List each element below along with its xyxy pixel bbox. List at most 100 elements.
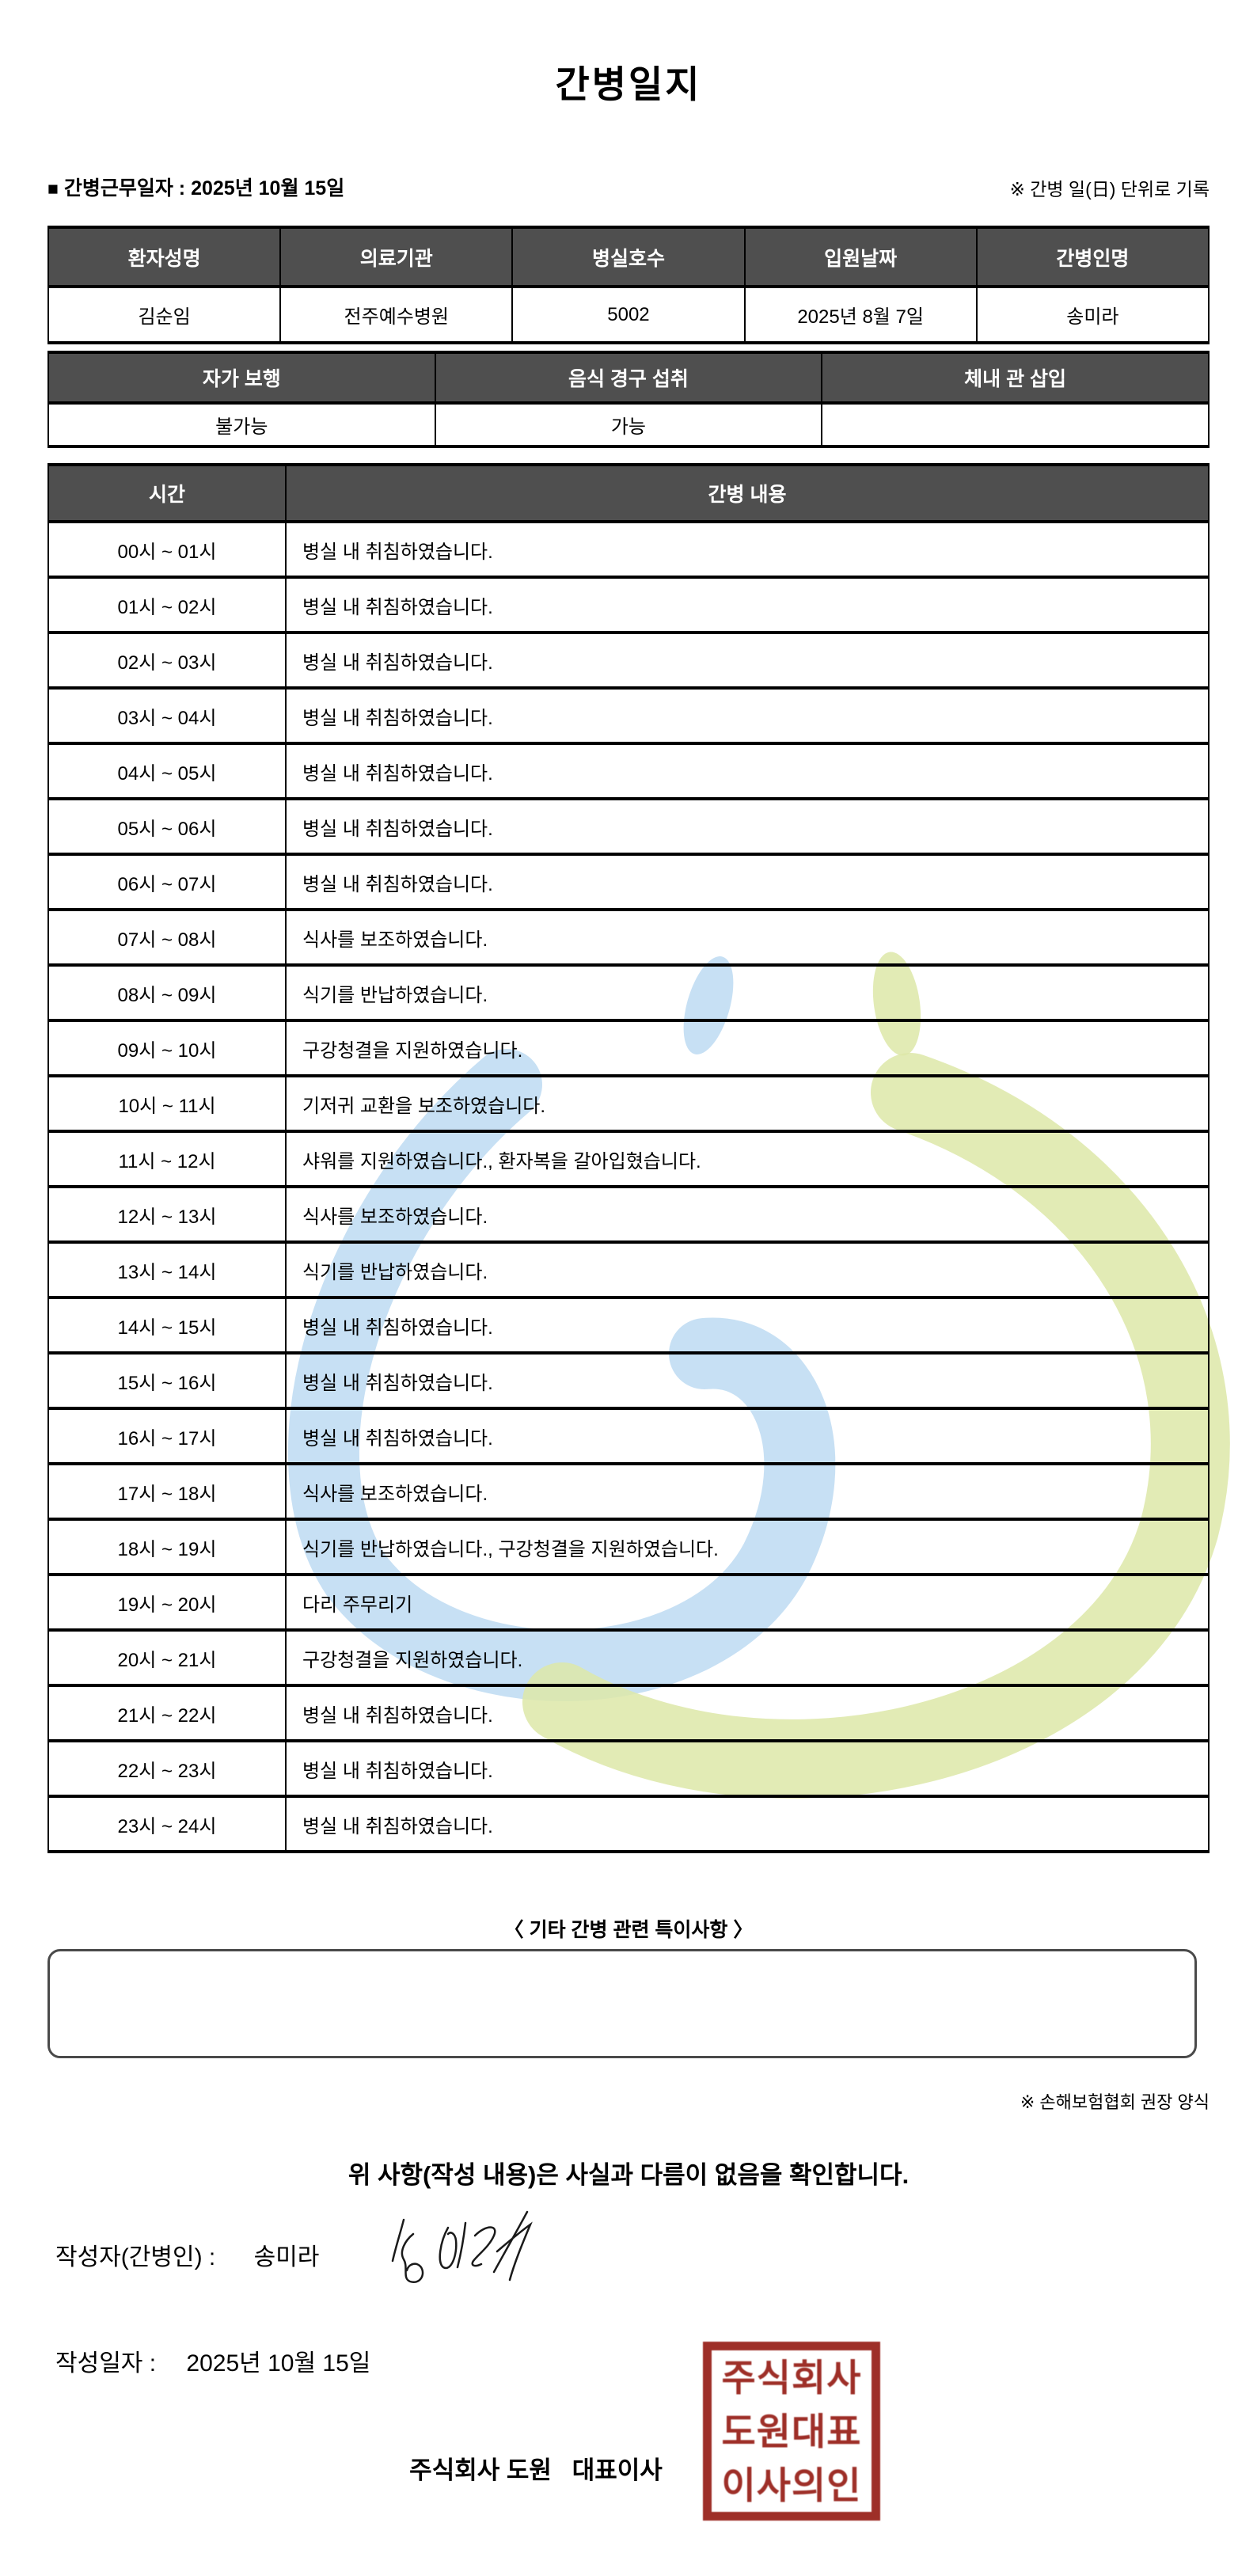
writer-name: 송미라 [253,2244,320,2270]
log-table-row: 22시 ~ 23시 병실 내 취침하였습니다. [47,1739,1210,1798]
log-time-cell: 23시 ~ 24시 [47,1795,287,1853]
status-table-header-cell: 음식 경구 섭취 [434,351,823,405]
log-time-cell: 10시 ~ 11시 [47,1074,287,1133]
log-table-row: 12시 ~ 13시 식사를 보조하였습니다. [47,1185,1210,1244]
work-date-value: 2025년 10월 15일 [191,177,345,199]
log-content-cell: 기저귀 교환을 보조하였습니다. [285,1074,1210,1133]
meta-row: ■ 간병근무일자 : 2025년 10월 15일 ※ 간병 일(日) 단위로 기… [47,173,1210,201]
log-table-row: 10시 ~ 11시 기저귀 교환을 보조하였습니다. [47,1074,1210,1133]
patient-table-value-row: 김순임 전주예수병원 5002 2025년 8월 7일 송미라 [47,285,1210,344]
log-table-row: 21시 ~ 22시 병실 내 취침하였습니다. [47,1684,1210,1742]
log-content-cell: 병실 내 취침하였습니다. [285,853,1210,911]
log-table-row: 14시 ~ 15시 병실 내 취침하였습니다. [47,1296,1210,1354]
log-table-row: 18시 ~ 19시 식기를 반납하였습니다., 구강청결을 지원하였습니다. [47,1518,1210,1576]
log-content-cell: 병실 내 취침하였습니다. [285,797,1210,856]
log-table-row: 19시 ~ 20시 다리 주무리기 [47,1573,1210,1632]
log-time-cell: 19시 ~ 20시 [47,1573,287,1632]
patient-table-header-cell: 환자성명 [47,226,282,288]
log-content-cell: 식기를 반납하였습니다. [285,963,1210,1022]
log-time-cell: 02시 ~ 03시 [47,631,287,690]
patient-table-value-cell: 5002 [511,285,746,344]
log-table-row: 00시 ~ 01시 병실 내 취침하였습니다. [47,520,1210,579]
confirmation-statement: 위 사항(작성 내용)은 사실과 다름이 없음을 확인합니다. [347,2161,910,2189]
work-date-line: ■ 간병근무일자 : 2025년 10월 15일 [47,173,344,201]
log-table-row: 15시 ~ 16시 병실 내 취침하였습니다. [47,1351,1210,1410]
work-date-label: 간병근무일자 : [63,177,186,199]
log-time-cell: 07시 ~ 08시 [47,908,287,967]
date-value: 2025년 10월 15일 [186,2350,371,2377]
log-table-row: 04시 ~ 05시 병실 내 취침하였습니다. [47,742,1210,800]
status-table-value-cell [821,401,1210,448]
writer-label: 작성자(간병인) : [55,2244,216,2270]
status-table-value-row: 불가능 가능 [47,401,1210,448]
log-table-row: 02시 ~ 03시 병실 내 취침하였습니다. [47,631,1210,690]
log-time-cell: 11시 ~ 12시 [47,1130,287,1188]
log-content-cell: 병실 내 취침하였습니다. [285,520,1210,579]
notes-section-title: 〈 기타 간병 관련 특이사항 〉 [503,1919,754,1941]
patient-table-header-row: 환자성명 의료기관 병실호수 입원날짜 간병인명 [47,226,1210,288]
log-content-cell: 구강청결을 지원하였습니다. [285,1628,1210,1687]
seal-text-line: 주식회사 [721,2356,862,2399]
log-time-cell: 22시 ~ 23시 [47,1739,287,1798]
log-table-row: 23시 ~ 24시 병실 내 취침하였습니다. [47,1795,1210,1853]
log-time-cell: 18시 ~ 19시 [47,1518,287,1576]
log-table-header-cell: 간병 내용 [285,463,1210,523]
log-content-cell: 구강청결을 지원하였습니다. [285,1019,1210,1077]
log-table-row: 01시 ~ 02시 병실 내 취침하였습니다. [47,576,1210,634]
log-content-cell: 샤워를 지원하였습니다., 환자복을 갈아입혔습니다. [285,1130,1210,1188]
log-table-row: 07시 ~ 08시 식사를 보조하였습니다. [47,908,1210,967]
log-content-cell: 식사를 보조하였습니다. [285,908,1210,967]
log-time-cell: 08시 ~ 09시 [47,963,287,1022]
log-table-row: 13시 ~ 14시 식기를 반납하였습니다. [47,1241,1210,1299]
log-content-cell: 병실 내 취침하였습니다. [285,742,1210,800]
log-time-cell: 13시 ~ 14시 [47,1241,287,1299]
patient-table-value-cell: 송미라 [975,285,1210,344]
log-table-row: 16시 ~ 17시 병실 내 취침하였습니다. [47,1407,1210,1465]
page-title: 간병일지 [555,63,702,105]
handwritten-signature [391,2210,533,2284]
log-content-cell: 병실 내 취침하였습니다. [285,1407,1210,1465]
patient-table-header-cell: 간병인명 [975,226,1210,288]
form-standard-note: ※ 손해보험협회 권장 양식 [1020,2092,1210,2112]
log-time-cell: 15시 ~ 16시 [47,1351,287,1410]
status-table-header-cell: 자가 보행 [47,351,436,405]
log-time-cell: 21시 ~ 22시 [47,1684,287,1742]
patient-status-table: 자가 보행 음식 경구 섭취 체내 관 삽입 불가능 가능 [47,351,1210,448]
patient-table-value-cell: 전주예수병원 [279,285,514,344]
status-table-value-cell: 불가능 [47,401,436,448]
log-content-cell: 병실 내 취침하였습니다. [285,1739,1210,1798]
patient-table-header-cell: 병실호수 [511,226,746,288]
date-line: 작성일자 : 2025년 10월 15일 [55,2343,370,2378]
unit-note: ※ 간병 일(日) 단위로 기록 [1009,179,1210,199]
date-label: 작성일자 : [55,2350,157,2377]
log-table-row: 17시 ~ 18시 식사를 보조하였습니다. [47,1462,1210,1521]
status-table-header-row: 자가 보행 음식 경구 섭취 체내 관 삽입 [47,351,1210,405]
log-content-cell: 식기를 반납하였습니다. [285,1241,1210,1299]
company-line: 주식회사 도원 대표이사 [409,2456,663,2484]
log-time-cell: 01시 ~ 02시 [47,576,287,634]
log-time-cell: 17시 ~ 18시 [47,1462,287,1521]
log-content-cell: 병실 내 취침하였습니다. [285,1296,1210,1354]
log-content-cell: 병실 내 취침하였습니다. [285,631,1210,690]
log-content-cell: 병실 내 취침하였습니다. [285,1684,1210,1742]
log-time-cell: 05시 ~ 06시 [47,797,287,856]
log-content-cell: 다리 주무리기 [285,1573,1210,1632]
seal-text-line: 도원대표 [721,2410,862,2453]
log-time-cell: 03시 ~ 04시 [47,686,287,745]
log-time-cell: 14시 ~ 15시 [47,1296,287,1354]
log-table-header-row: 시간 간병 내용 [47,463,1210,523]
status-table-value-cell: 가능 [434,401,823,448]
log-time-cell: 20시 ~ 21시 [47,1628,287,1687]
log-content-cell: 병실 내 취침하였습니다. [285,1351,1210,1410]
seal-text-line: 이사의인 [721,2464,862,2506]
log-content-cell: 식사를 보조하였습니다. [285,1185,1210,1244]
log-time-cell: 06시 ~ 07시 [47,853,287,911]
patient-table-value-cell: 2025년 8월 7일 [743,285,978,344]
status-table-header-cell: 체내 관 삽입 [821,351,1210,405]
log-time-cell: 12시 ~ 13시 [47,1185,287,1244]
log-table-row: 20시 ~ 21시 구강청결을 지원하였습니다. [47,1628,1210,1687]
log-content-cell: 병실 내 취침하였습니다. [285,686,1210,745]
patient-info-table: 환자성명 의료기관 병실호수 입원날짜 간병인명 김순임 전주예수병원 5002 2025년 … [47,226,1210,344]
log-table-row: 09시 ~ 10시 구강청결을 지원하였습니다. [47,1019,1210,1077]
